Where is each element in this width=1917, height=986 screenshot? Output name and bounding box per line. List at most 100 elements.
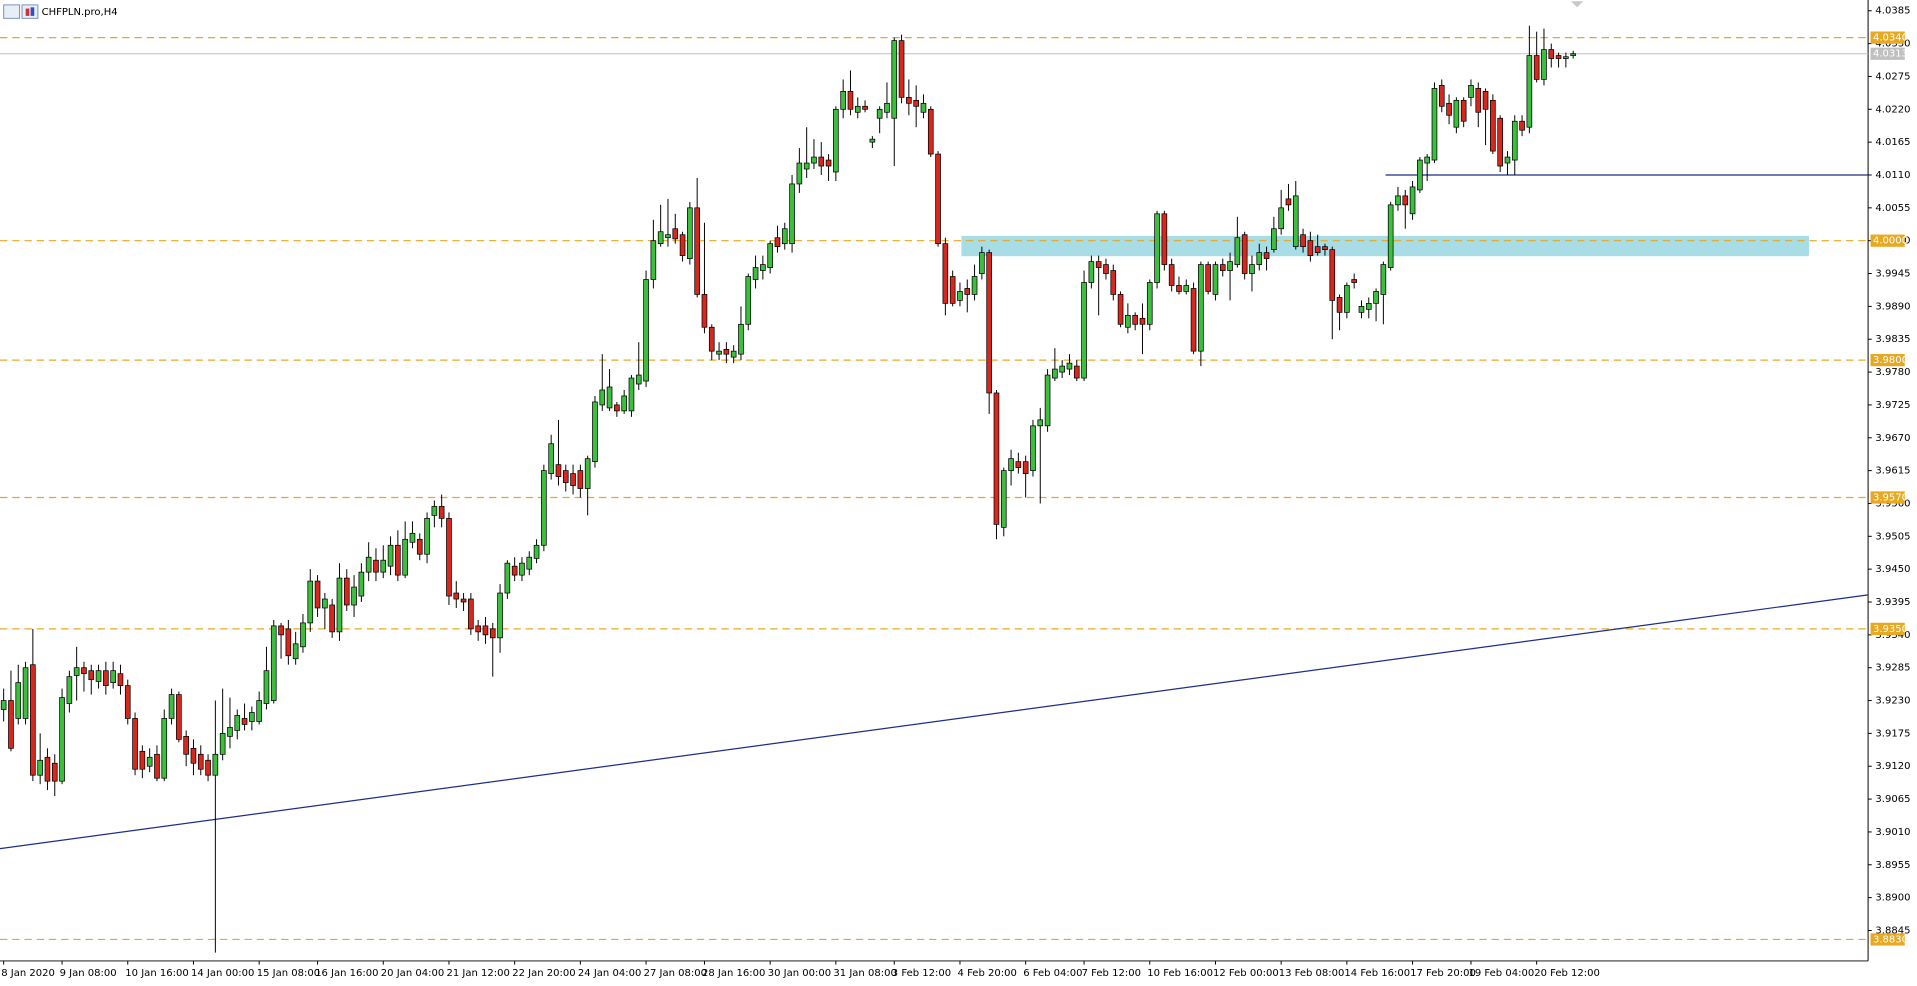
candle-body <box>1161 213 1168 265</box>
candle-body <box>1344 285 1350 313</box>
candle-body <box>511 565 518 576</box>
candle-body <box>1497 117 1503 167</box>
candle-body <box>1402 195 1409 206</box>
candle-body <box>1000 470 1007 528</box>
candle-body <box>1176 285 1182 292</box>
candle-body <box>431 506 438 516</box>
candle-body <box>840 91 846 110</box>
candle-body <box>884 102 890 113</box>
y-tick-label: 4.0110 <box>1875 170 1910 181</box>
y-tick-label: 4.0055 <box>1875 203 1910 214</box>
candle-body <box>979 252 985 274</box>
candle-body <box>373 559 379 573</box>
candle-body <box>949 276 956 304</box>
candle-body <box>1052 368 1058 379</box>
candle-body <box>1015 461 1022 468</box>
y-tick-label: 4.0330 <box>1875 39 1910 50</box>
candle-body <box>103 670 109 686</box>
x-tick-label: 9 Jan 08:00 <box>60 968 117 979</box>
candle-body <box>1431 88 1438 161</box>
candle-body <box>249 712 255 722</box>
candle-body <box>1548 49 1555 59</box>
zone <box>961 235 1809 257</box>
y-tick-label: 3.9945 <box>1875 269 1910 280</box>
shift-marker <box>1571 1 1584 8</box>
candle-body <box>548 443 554 474</box>
candle-body <box>796 162 803 185</box>
y-tick-label: 4.0275 <box>1875 71 1910 82</box>
candle-body <box>176 694 182 740</box>
candle-body <box>468 598 474 630</box>
x-tick-label: 4 Feb 20:00 <box>958 968 1017 979</box>
candle-body <box>1395 195 1401 206</box>
icon <box>3 4 21 19</box>
x-tick-label: 30 Jan 00:00 <box>768 968 831 979</box>
candle-body <box>1088 261 1095 283</box>
candle-body <box>460 598 467 603</box>
candle-body <box>409 532 416 543</box>
candle-body <box>380 559 387 573</box>
candle-body <box>1438 85 1445 107</box>
candle-body <box>986 252 992 394</box>
candle-body <box>971 276 978 295</box>
candle-body <box>1541 49 1547 80</box>
candle-body <box>234 715 241 731</box>
x-tick-label: 20 Jan 04:00 <box>381 968 444 979</box>
candle-body <box>1555 55 1562 59</box>
candle-body <box>1125 314 1131 328</box>
candle-body <box>599 389 606 406</box>
candle-body <box>278 625 284 636</box>
candle-body <box>1409 186 1416 215</box>
candle-body <box>1205 264 1211 292</box>
candle-body <box>402 538 408 576</box>
x-tick-label: 6 Feb 04:00 <box>1023 968 1082 979</box>
y-tick-label: 3.9175 <box>1875 728 1910 739</box>
level-label: 3.9350 <box>1873 624 1908 635</box>
level-label-box <box>1870 933 1905 946</box>
candle-body <box>1037 419 1044 427</box>
candle-body <box>833 108 839 173</box>
candle-body <box>1059 365 1065 373</box>
candle-body <box>351 586 357 606</box>
y-tick-label: 3.9395 <box>1875 597 1910 608</box>
level-label-box <box>1870 31 1905 44</box>
y-tick-label: 3.9285 <box>1875 663 1910 674</box>
level-label: 3.9800 <box>1873 355 1908 366</box>
candle-body <box>876 108 883 119</box>
candle-body <box>1139 317 1146 325</box>
candle-body <box>1212 264 1219 295</box>
level-label-box <box>1870 491 1905 504</box>
candle-body <box>862 105 868 110</box>
candle-body <box>15 682 22 719</box>
candle-body <box>453 592 460 600</box>
candle-body <box>927 108 934 155</box>
candle-body <box>650 240 657 280</box>
candle-body <box>1198 264 1204 352</box>
candle-body <box>1300 234 1306 248</box>
candle-body <box>154 753 160 779</box>
level-label: 3.9570 <box>1873 492 1908 503</box>
candle-body <box>1336 297 1343 313</box>
x-tick-label: 12 Feb 00:00 <box>1213 968 1279 979</box>
x-tick-label: 8 Jan 2020 <box>1 968 55 979</box>
candle-body <box>1475 88 1482 113</box>
candle-body <box>1030 425 1036 471</box>
candle-body <box>1482 91 1489 110</box>
candle-body <box>614 404 620 412</box>
candle-body <box>322 598 328 609</box>
y-tick-label: 3.9065 <box>1875 794 1910 805</box>
candle-body <box>942 243 949 304</box>
candle-body <box>489 628 496 639</box>
candle-body <box>227 727 233 737</box>
candle-body <box>504 562 511 594</box>
candle-body <box>1249 264 1255 274</box>
candle-body <box>365 556 372 573</box>
level-label-box <box>1870 622 1905 635</box>
candle-body <box>781 228 788 245</box>
candle-body <box>183 736 189 755</box>
candle-body <box>1234 237 1241 265</box>
candle-body <box>541 470 547 546</box>
x-tick-label: 17 Feb 20:00 <box>1410 968 1476 979</box>
candle-body <box>205 759 211 776</box>
